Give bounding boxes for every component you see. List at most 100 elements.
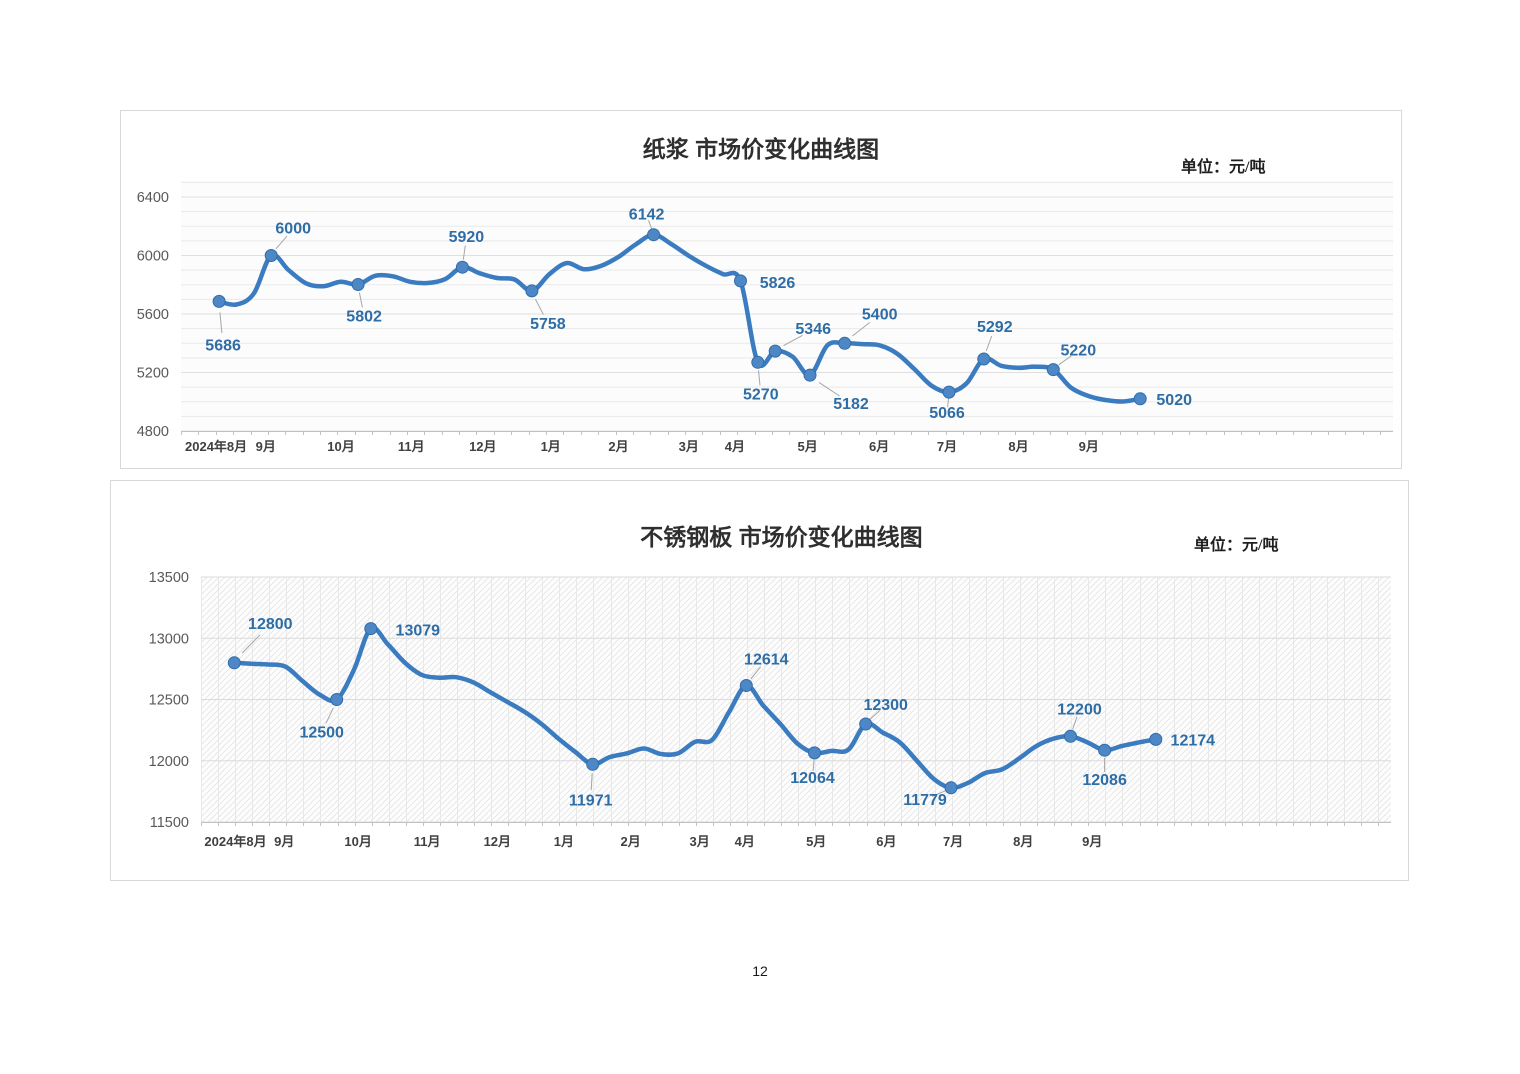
x-axis-month-label: 8月 [1008, 439, 1028, 454]
data-point-marker [586, 757, 600, 771]
x-axis-month-label: 10月 [327, 439, 354, 454]
x-axis-month-label: 9月 [1079, 439, 1099, 454]
data-point-label: 12174 [1171, 732, 1216, 749]
x-axis-month-label: 4月 [735, 834, 755, 849]
data-point-marker [751, 355, 765, 369]
data-point-label: 6000 [275, 221, 311, 238]
x-axis-month-label: 9月 [256, 439, 276, 454]
data-point-label: 5826 [760, 275, 796, 292]
data-point-label: 5220 [1061, 343, 1097, 360]
data-point-label: 12500 [299, 725, 344, 742]
x-axis-month-label: 6月 [876, 834, 896, 849]
data-point-marker [330, 693, 344, 706]
x-axis-month-label: 2024年8月 [204, 834, 266, 849]
x-axis-month-label: 1月 [541, 439, 561, 454]
data-point-marker [647, 228, 661, 242]
stainless-steel-price-line-chart: 13500 13000 12500 12000 11500 2024年8月 9月 10月 11月… [149, 570, 1391, 849]
data-point-marker [768, 344, 782, 358]
y-axis-tick-label: 11500 [150, 815, 189, 831]
x-axis-month-label: 11月 [414, 834, 441, 849]
x-axis-month-label: 9月 [274, 834, 294, 849]
x-axis-month-label: 3月 [679, 439, 699, 454]
data-label-leader-lines [241, 634, 1106, 797]
major-gridlines [201, 576, 1391, 823]
data-point-marker [838, 336, 852, 350]
data-point-label: 5802 [346, 309, 382, 326]
y-axis-labels: 6400 6000 5600 5200 4800 [137, 190, 169, 440]
x-axis-month-label: 5月 [806, 834, 826, 849]
pulp-chart-unit-label: 单位：元/吨 [1181, 159, 1266, 176]
x-axis-month-label: 1月 [554, 834, 574, 849]
x-axis-month-label: 3月 [689, 834, 709, 849]
data-point-marker [977, 352, 991, 366]
data-point-label: 12614 [744, 652, 789, 669]
stainless-steel-price-chart-card: 不锈钢板 市场价变化曲线图 单位：元/吨 13500 13000 12500 1200… [110, 480, 1409, 881]
data-point-marker [1064, 729, 1077, 743]
y-axis-tick-label: 13000 [149, 631, 189, 647]
y-axis-tick-label: 5200 [137, 366, 169, 382]
x-axis [201, 822, 1391, 826]
data-point-label: 11779 [903, 792, 947, 809]
data-point-marker [944, 781, 958, 795]
x-axis-month-label: 4月 [725, 439, 745, 454]
minor-gridlines [181, 181, 1393, 417]
data-point-marker [1133, 392, 1147, 406]
x-axis-month-label: 7月 [937, 439, 957, 454]
data-point-label: 5292 [977, 319, 1013, 336]
data-point-marker [1149, 732, 1163, 746]
data-point-marker [942, 385, 956, 399]
x-axis-month-label: 6月 [869, 439, 889, 454]
data-point-label: 12064 [790, 770, 835, 787]
data-point-labels: 12800 12500 13079 11971 12614 12064 12300 11779… [248, 616, 1215, 810]
y-axis-tick-label: 5600 [137, 307, 169, 323]
data-point-label: 5758 [530, 316, 566, 333]
data-point-marker [455, 260, 469, 274]
x-axis-month-label: 12月 [484, 834, 511, 849]
x-axis-month-labels: 2024年8月 9月 10月 11月 12月 1月 2月 3月 4月 5月 6月 7月 8月 9月 [185, 439, 1099, 454]
x-axis-month-label: 7月 [943, 834, 963, 849]
data-point-label: 5182 [833, 396, 869, 413]
y-axis-tick-label: 6400 [137, 190, 169, 206]
data-point-label: 5066 [929, 405, 965, 422]
y-axis-tick-label: 13500 [149, 570, 189, 586]
data-point-marker [364, 622, 378, 636]
page-number: 12 [752, 963, 768, 979]
data-point-marker [212, 294, 226, 308]
x-axis-month-label: 11月 [398, 439, 425, 454]
y-axis-tick-label: 12500 [149, 693, 189, 709]
pulp-chart-title: 纸浆 市场价变化曲线图 [642, 136, 880, 162]
x-axis-month-label: 2月 [620, 834, 640, 849]
data-point-label: 5020 [1156, 392, 1192, 409]
y-axis-tick-label: 6000 [137, 249, 169, 265]
data-point-label: 5346 [795, 321, 831, 338]
data-point-markers [212, 228, 1147, 406]
data-point-marker [808, 746, 821, 760]
data-point-marker [525, 284, 539, 298]
data-point-label: 12800 [248, 616, 293, 633]
pulp-price-line-chart: 6400 6000 5600 5200 4800 2024年8月 9月 10月 11月 12月 1月… [137, 181, 1393, 454]
plot-area-background [181, 181, 1393, 431]
data-point-marker [734, 274, 747, 288]
data-point-label: 5400 [862, 306, 898, 323]
pulp-price-chart-card: 纸浆 市场价变化曲线图 单位：元/吨 6400 6000 5600 5200 4800 2… [120, 110, 1402, 469]
data-point-marker [264, 249, 278, 262]
data-point-label: 13079 [396, 623, 441, 640]
data-point-label: 12086 [1082, 772, 1127, 789]
price-series-line [232, 625, 1159, 791]
x-axis-month-label: 2月 [608, 439, 628, 454]
data-point-marker [1046, 363, 1060, 377]
y-axis-labels: 13500 13000 12500 12000 11500 [149, 570, 189, 831]
data-point-markers [227, 622, 1163, 795]
data-point-marker [739, 679, 753, 692]
x-axis [181, 431, 1393, 435]
data-point-labels: 5686 6000 5802 5920 5758 6142 5826 5270 5346 5182… [205, 207, 1192, 422]
x-axis-month-label: 9月 [1082, 834, 1102, 849]
data-point-label: 5270 [743, 386, 779, 403]
y-axis-tick-label: 4800 [137, 424, 169, 440]
data-point-marker [859, 717, 873, 731]
data-point-marker [803, 368, 817, 382]
x-axis-month-label: 5月 [797, 439, 817, 454]
x-axis-month-label: 2024年8月 [185, 439, 247, 454]
steel-chart-title: 不锈钢板 市场价变化曲线图 [640, 524, 923, 550]
